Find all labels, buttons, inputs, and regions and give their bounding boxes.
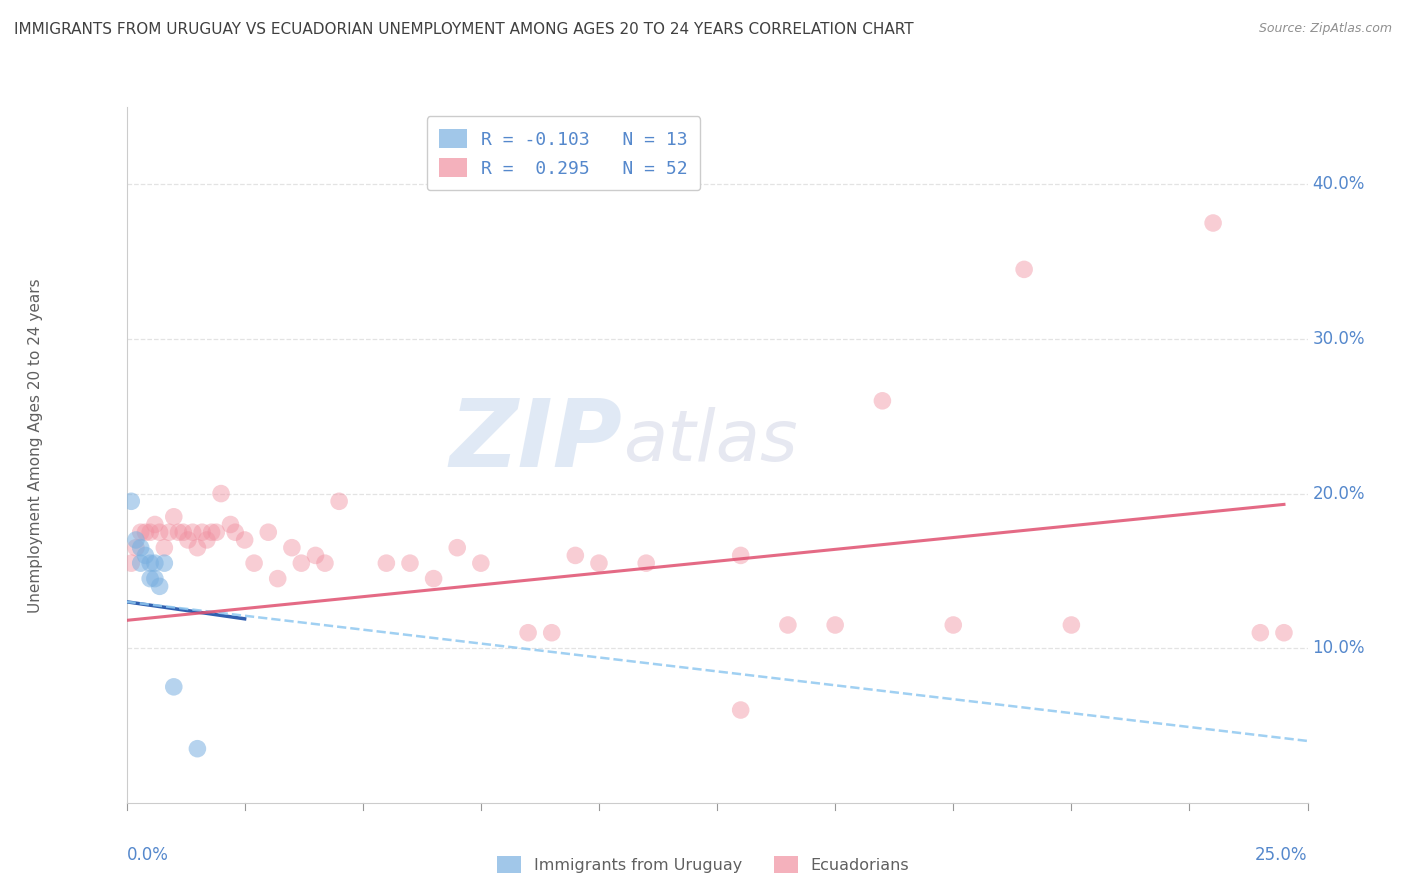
Text: Source: ZipAtlas.com: Source: ZipAtlas.com (1258, 22, 1392, 36)
Text: IMMIGRANTS FROM URUGUAY VS ECUADORIAN UNEMPLOYMENT AMONG AGES 20 TO 24 YEARS COR: IMMIGRANTS FROM URUGUAY VS ECUADORIAN UN… (14, 22, 914, 37)
Point (304, 549, 326, 563)
Point (143, 517, 166, 532)
Point (186, 741, 208, 756)
Point (267, 572, 290, 586)
Point (872, 393, 894, 408)
Text: 10.0%: 10.0% (1312, 640, 1365, 657)
Point (181, 525, 204, 540)
Point (125, 541, 148, 555)
Point (186, 541, 208, 555)
Point (1272, 625, 1295, 640)
Point (167, 525, 190, 540)
Point (163, 509, 186, 524)
Point (195, 533, 218, 547)
Point (129, 525, 152, 540)
Point (149, 525, 172, 540)
Point (1012, 262, 1035, 277)
Point (517, 625, 540, 640)
Point (422, 572, 444, 586)
Point (399, 556, 422, 570)
Point (209, 486, 232, 500)
Point (153, 556, 176, 570)
Text: 25.0%: 25.0% (1256, 847, 1308, 864)
Point (163, 680, 186, 694)
Point (149, 579, 172, 593)
Point (290, 556, 312, 570)
Point (446, 541, 468, 555)
Point (129, 541, 152, 555)
Point (120, 494, 142, 508)
Point (219, 517, 242, 532)
Text: 20.0%: 20.0% (1312, 484, 1365, 502)
Point (730, 549, 752, 563)
Point (730, 703, 752, 717)
Point (172, 525, 194, 540)
Text: 0.0%: 0.0% (127, 847, 169, 864)
Point (1202, 216, 1225, 230)
Point (281, 541, 304, 555)
Text: 40.0%: 40.0% (1312, 176, 1365, 194)
Legend: R = -0.103   N = 13, R =  0.295   N = 52: R = -0.103 N = 13, R = 0.295 N = 52 (427, 116, 700, 190)
Point (120, 556, 142, 570)
Point (314, 556, 336, 570)
Point (328, 494, 350, 508)
Text: ZIP: ZIP (450, 395, 623, 487)
Point (540, 625, 562, 640)
Point (200, 525, 222, 540)
Text: atlas: atlas (623, 407, 797, 475)
Point (153, 541, 176, 555)
Point (134, 549, 156, 563)
Legend: Immigrants from Uruguay, Ecuadorians: Immigrants from Uruguay, Ecuadorians (491, 849, 915, 880)
Point (824, 618, 846, 632)
Point (942, 618, 965, 632)
Point (564, 549, 586, 563)
Point (470, 556, 492, 570)
Point (233, 533, 256, 547)
Point (129, 556, 152, 570)
Point (125, 533, 148, 547)
Point (257, 525, 280, 540)
Point (224, 525, 246, 540)
Point (375, 556, 398, 570)
Point (139, 556, 162, 570)
Point (243, 556, 266, 570)
Point (588, 556, 610, 570)
Point (205, 525, 228, 540)
Point (191, 525, 214, 540)
Text: Unemployment Among Ages 20 to 24 years: Unemployment Among Ages 20 to 24 years (28, 278, 42, 614)
Point (143, 572, 166, 586)
Point (139, 572, 162, 586)
Point (134, 525, 156, 540)
Point (1060, 618, 1083, 632)
Point (776, 618, 799, 632)
Point (636, 556, 658, 570)
Point (143, 556, 166, 570)
Point (157, 525, 180, 540)
Text: 30.0%: 30.0% (1312, 330, 1365, 348)
Point (1249, 625, 1271, 640)
Point (177, 533, 200, 547)
Point (139, 525, 162, 540)
